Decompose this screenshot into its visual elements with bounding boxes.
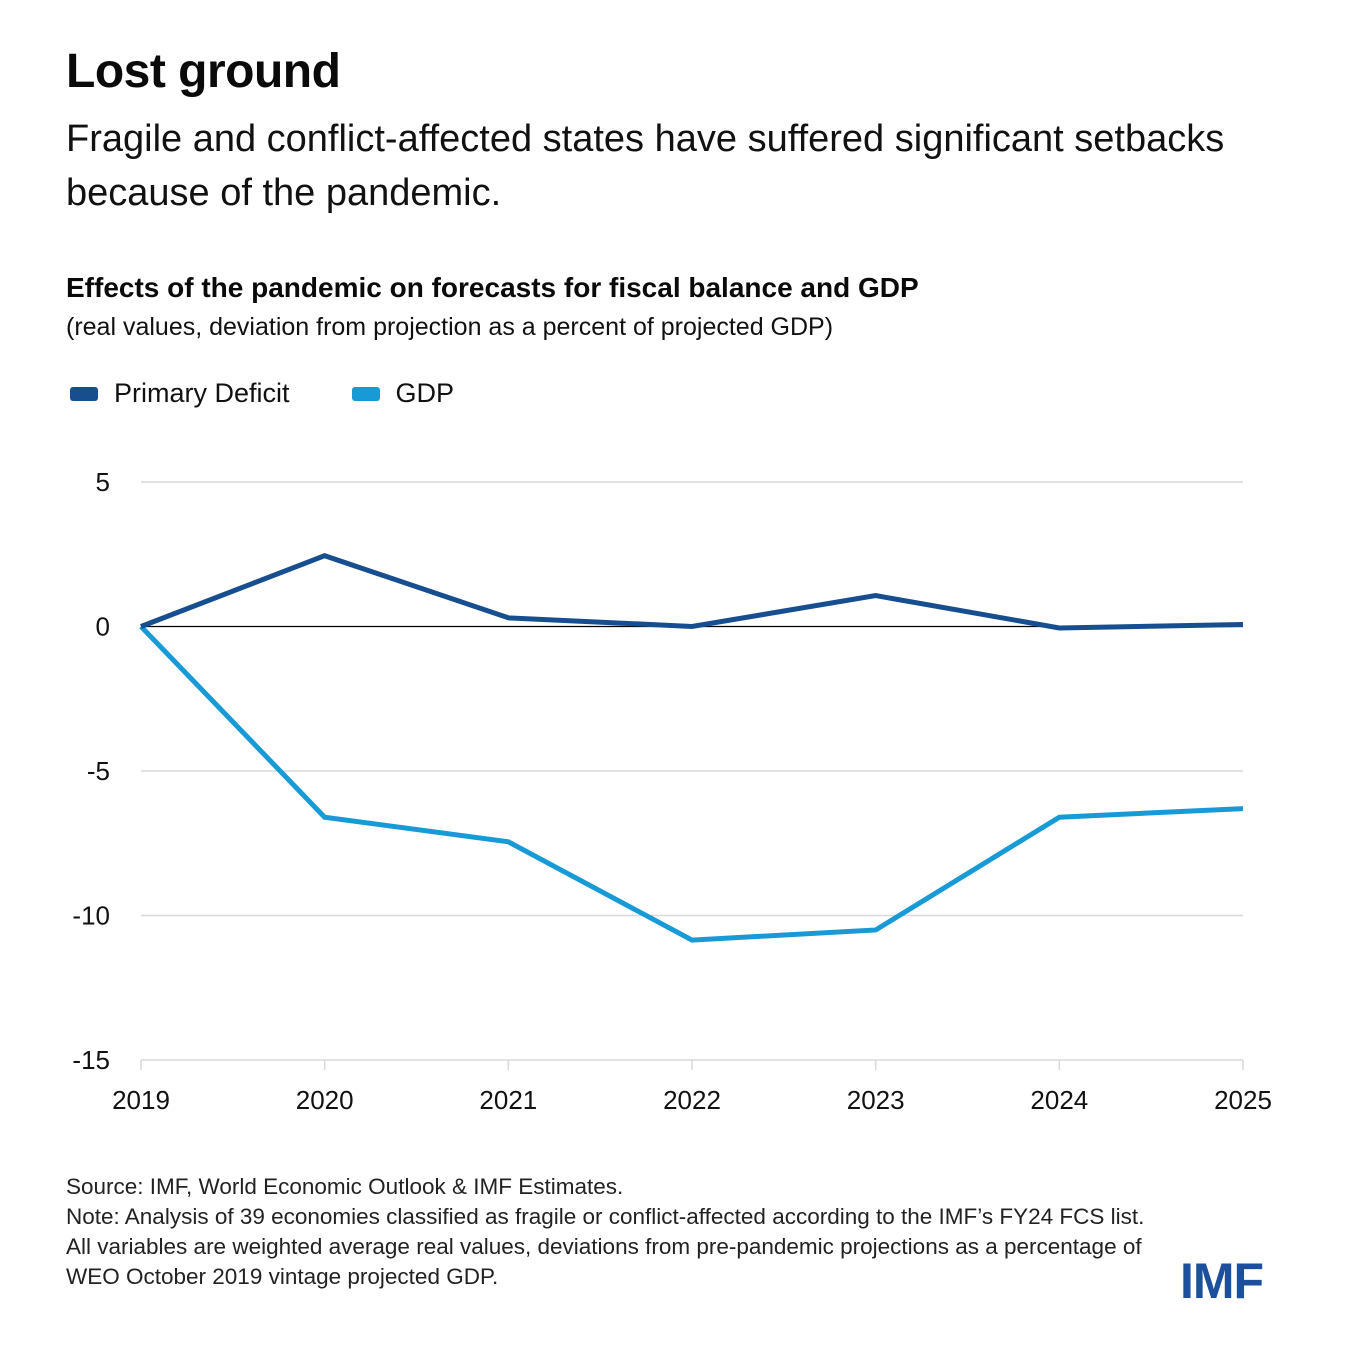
legend-item-primary-deficit: Primary Deficit (70, 378, 290, 409)
y-tick-label: 0 (96, 612, 110, 642)
page-title: Lost ground (66, 45, 341, 98)
x-axis-ticks: 2019 2020 2021 2022 2023 2024 2025 (112, 1060, 1272, 1115)
imf-logo: IMF (1180, 1253, 1264, 1309)
legend-swatch-gdp (351, 386, 380, 401)
y-tick-label: -10 (72, 901, 110, 931)
legend-label-gdp: GDP (395, 378, 455, 408)
legend-swatch-primary-deficit (70, 386, 98, 401)
x-tick-label: 2024 (1030, 1085, 1088, 1115)
y-tick-label: -15 (72, 1045, 110, 1075)
x-tick-label: 2021 (479, 1085, 537, 1115)
series-line-gdp (139, 624, 1244, 943)
chart-footer: Source: IMF, World Economic Outlook & IM… (66, 1172, 1156, 1292)
x-tick-label: 2020 (296, 1085, 354, 1115)
x-tick-label: 2022 (663, 1085, 721, 1115)
y-axis-ticks: 5 0 -5 -10 -15 (72, 467, 110, 1075)
chart-legend: Primary Deficit GDP (70, 378, 516, 409)
x-tick-label: 2023 (847, 1085, 905, 1115)
series-lines (139, 553, 1244, 943)
y-tick-label: -5 (87, 756, 110, 786)
y-tick-label: 5 (96, 467, 110, 497)
legend-item-gdp: GDP (351, 378, 455, 409)
source-note: Source: IMF, World Economic Outlook & IM… (66, 1174, 624, 1199)
legend-label-primary-deficit: Primary Deficit (114, 378, 290, 408)
x-tick-label: 2019 (112, 1085, 170, 1115)
x-tick-label: 2025 (1214, 1085, 1272, 1115)
page-subtitle: Fragile and conflict-affected states hav… (66, 118, 1225, 214)
chart-subtitle: (real values, deviation from projection … (66, 313, 834, 341)
series-line-primary-deficit (140, 553, 1244, 631)
chart-title: Effects of the pandemic on forecasts for… (66, 272, 919, 303)
methodology-note: Note: Analysis of 39 economies classifie… (66, 1204, 1145, 1289)
gridlines (141, 481, 1243, 1061)
